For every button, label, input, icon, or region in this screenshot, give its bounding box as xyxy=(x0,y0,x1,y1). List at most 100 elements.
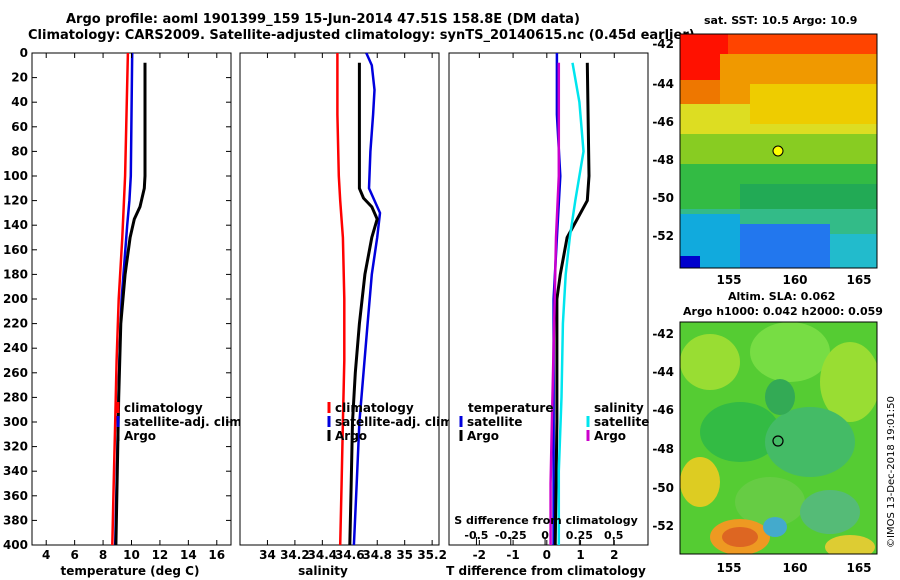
sst-map: -42 -44 -46 -48 -50 -52 155 160 165 xyxy=(652,33,878,287)
difference-panel: -2 -1 0 1 2 -0.5 -0.25 0 0.25 0.5 S difference f… xyxy=(446,52,649,578)
d-xtick-label: 0 xyxy=(543,548,551,562)
sst-lat-tick: -42 xyxy=(652,37,674,51)
salinity-plot-frame xyxy=(239,52,440,546)
depth-tick-label: 400 xyxy=(3,538,28,552)
temperature-xlabel: temperature (deg C) xyxy=(61,564,200,578)
temperature-panel: 4 6 8 10 12 14 16 0204060801001201401601802002… xyxy=(3,46,648,578)
d-x2tick-label: 0.25 xyxy=(566,529,593,542)
d-legend-t-satellite: satellite xyxy=(467,415,522,429)
sst-lon-tick: 160 xyxy=(782,273,807,287)
sla-map: -42 -44 -46 -48 -50 -52 155 160 165 xyxy=(652,321,878,575)
sst-lat-ticks: -42 -44 -46 -48 -50 -52 xyxy=(652,37,674,243)
depth-tick-label: 0 xyxy=(20,46,28,60)
s-series-satellite-adj-clim- xyxy=(352,52,382,546)
d-xtick-label: -2 xyxy=(473,548,486,562)
sst-map-frame xyxy=(679,33,878,269)
d-legend-s-satellite: satellite xyxy=(594,415,649,429)
depth-tick-label: 80 xyxy=(11,144,28,158)
t-xtick-label: 14 xyxy=(180,548,197,562)
depth-tick-label: 120 xyxy=(3,194,28,208)
d-series-s-satellite xyxy=(557,62,585,545)
s-xtick-label: 35 xyxy=(396,548,413,562)
d-xtick-label: 1 xyxy=(576,548,584,562)
sst-lat-tick: -44 xyxy=(652,77,674,91)
salinity-panel: 34 34.234.434.634.8 35 35.2 salinity climat… xyxy=(239,52,457,578)
s-legend-satellite: satellite-adj. clim. xyxy=(335,415,457,429)
t-xtick-label: 8 xyxy=(99,548,107,562)
t-xtick-label: 16 xyxy=(208,548,225,562)
t-xtick-label: 10 xyxy=(123,548,140,562)
depth-tick-label: 280 xyxy=(3,390,28,404)
depth-tick-label: 40 xyxy=(11,95,28,109)
sla-lat-ticks: -42 -44 -46 -48 -50 -52 xyxy=(652,327,674,533)
figure-title-line2: Climatology: CARS2009. Satellite-adjuste… xyxy=(28,28,695,43)
d-legend-s-argo: Argo xyxy=(594,429,626,443)
depth-tick-label: 320 xyxy=(3,440,28,454)
d-x2tick-label: 0.5 xyxy=(604,529,624,542)
sla-map-title-line2: Argo h1000: 0.042 h2000: 0.059 xyxy=(683,305,883,318)
sst-lat-tick: -46 xyxy=(652,115,674,129)
sst-map-title: sat. SST: 10.5 Argo: 10.9 xyxy=(704,14,858,27)
t-xtick-label: 12 xyxy=(152,548,169,562)
t-legend-argo: Argo xyxy=(124,429,156,443)
sst-map-image xyxy=(680,34,877,268)
d-series-s-argo xyxy=(549,62,561,545)
t-difference-xlabel: T difference from climatology xyxy=(446,564,646,578)
d-x2tick-label: 0 xyxy=(541,529,549,542)
sla-lat-tick: -44 xyxy=(652,365,674,379)
depth-tick-label: 360 xyxy=(3,489,28,503)
d-xtick-label: 2 xyxy=(610,548,618,562)
s-xtick-label: 34.6 xyxy=(335,548,365,562)
sla-lon-ticks: 155 160 165 xyxy=(716,561,871,575)
depth-tick-label: 200 xyxy=(3,292,28,306)
salinity-legend: climatology satellite-adj. clim. Argo xyxy=(327,401,457,443)
t-xtick-label: 4 xyxy=(42,548,50,562)
sla-map-frame xyxy=(679,321,878,555)
sla-map-image xyxy=(680,322,877,554)
depth-tick-label: 300 xyxy=(3,415,28,429)
depth-tick-label: 180 xyxy=(3,267,28,281)
sst-lon-tick: 155 xyxy=(716,273,741,287)
sla-lat-tick: -50 xyxy=(652,481,674,495)
s-series-argo xyxy=(348,62,379,546)
sla-lat-tick: -52 xyxy=(652,519,674,533)
depth-tick-label: 100 xyxy=(3,169,28,183)
depth-tick-label: 60 xyxy=(11,120,28,134)
depth-tick-label: 380 xyxy=(3,513,28,527)
sla-map-title-line1: Altim. SLA: 0.062 xyxy=(728,290,836,303)
depth-tick-label: 140 xyxy=(3,218,28,232)
d-legend-temperature-title: temperature xyxy=(468,401,553,415)
sla-lat-tick: -46 xyxy=(652,403,674,417)
d-series-t-argo xyxy=(553,62,591,546)
depth-tick-label: 160 xyxy=(3,243,28,257)
t-legend-climatology: climatology xyxy=(124,401,203,415)
s-xtick-label: 34.4 xyxy=(308,548,338,562)
sla-lon-tick: 165 xyxy=(846,561,871,575)
d-legend-t-argo: Argo xyxy=(467,429,499,443)
s-xtick-label: 34.8 xyxy=(362,548,392,562)
s-xtick-label: 34.2 xyxy=(280,548,310,562)
sst-lat-tick: -48 xyxy=(652,153,674,167)
depth-tick-label: 240 xyxy=(3,341,28,355)
difference-legend: temperature satellite Argo salinity sate… xyxy=(459,401,649,443)
salinity-xlabel: salinity xyxy=(298,564,348,578)
sla-lat-tick: -48 xyxy=(652,442,674,456)
s-difference-xlabel: S difference from climatology xyxy=(454,514,638,527)
depth-tick-label: 220 xyxy=(3,317,28,331)
s-series-climatology xyxy=(336,53,346,546)
sst-lon-ticks: 155 160 165 xyxy=(716,273,871,287)
sst-lat-tick: -50 xyxy=(652,191,674,205)
d-xtick-label: -1 xyxy=(506,548,519,562)
depth-tick-label: 260 xyxy=(3,366,28,380)
t-xtick-label: 6 xyxy=(70,548,78,562)
d-legend-salinity-title: salinity xyxy=(594,401,644,415)
t-series-climatology xyxy=(111,52,130,546)
temperature-legend: climatology satellite-adj. clim. Argo xyxy=(116,401,246,443)
figure-title-line1: Argo profile: aoml 1901399_159 15-Jun-20… xyxy=(66,12,580,27)
s-legend-argo: Argo xyxy=(335,429,367,443)
difference-plot-frame xyxy=(448,52,649,546)
sst-lon-tick: 165 xyxy=(846,273,871,287)
sla-argo-position-marker xyxy=(772,435,784,447)
sst-argo-position-marker xyxy=(772,145,784,157)
